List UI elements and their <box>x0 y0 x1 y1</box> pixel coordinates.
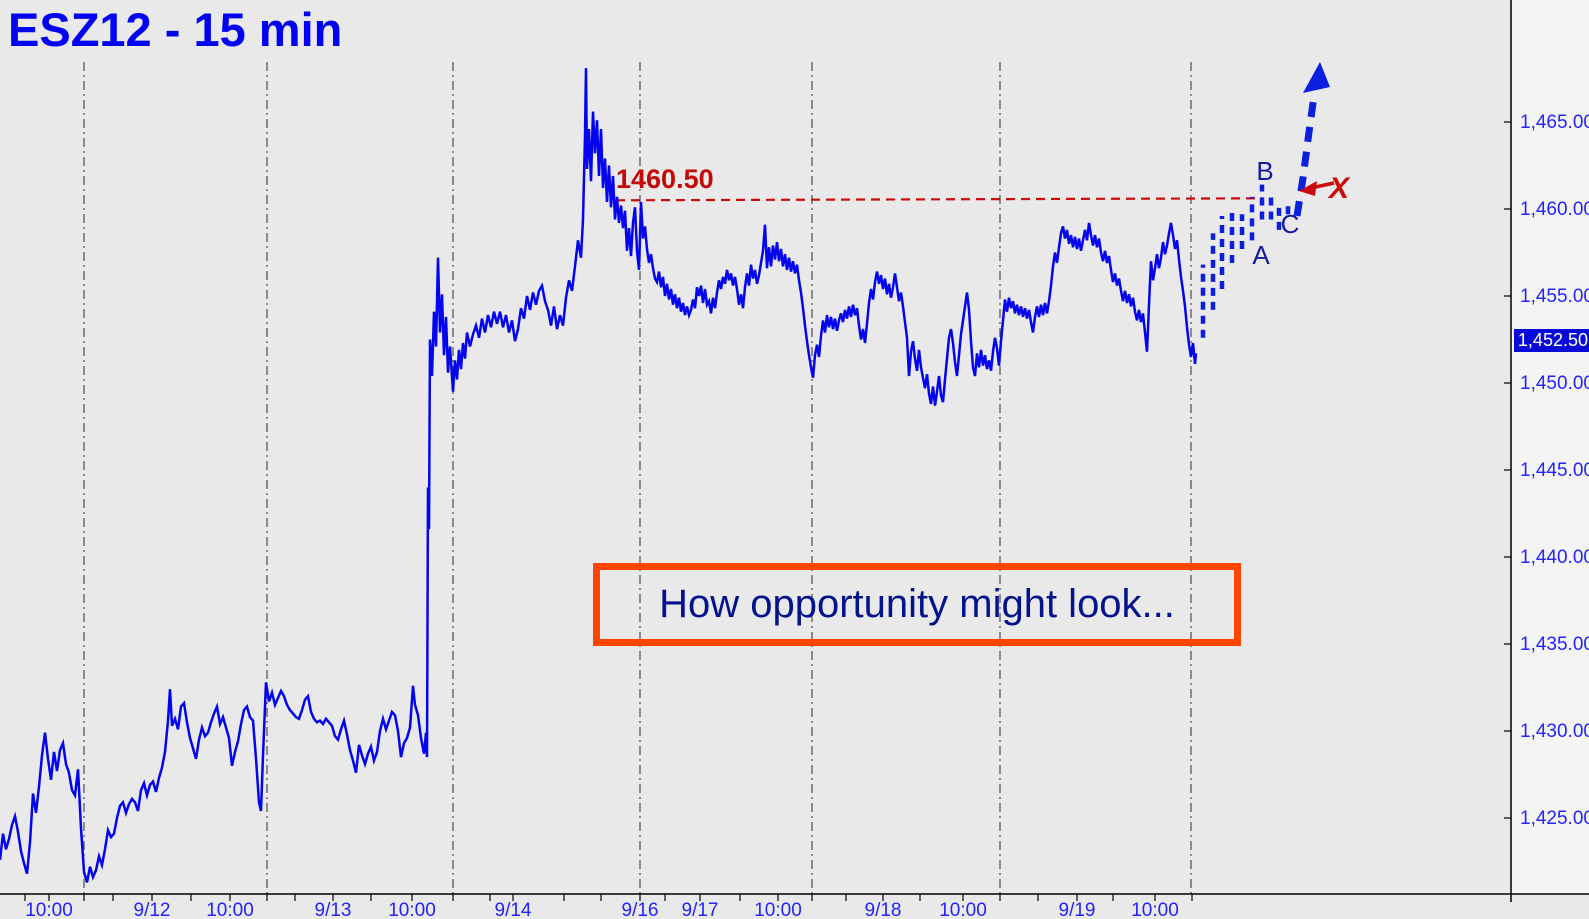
last-price-badge: 1,452.50 <box>1514 329 1589 352</box>
x-axis-label: 10:00 <box>206 900 254 919</box>
y-axis-label: 1,445.00 <box>1520 460 1589 481</box>
price-series <box>0 68 1198 883</box>
x-axis-label: 9/14 <box>495 900 532 919</box>
x-axis-label: 9/19 <box>1059 900 1096 919</box>
y-axis-label: 1,450.00 <box>1520 373 1589 394</box>
wave-label-c: C <box>1281 209 1300 239</box>
wave-label-a: A <box>1252 240 1270 270</box>
red-pointer-arrowhead <box>1299 181 1317 196</box>
blue-trend-arrowhead <box>1303 62 1330 93</box>
y-axis-label: 1,455.00 <box>1520 286 1589 307</box>
blue-trend-arrow <box>1293 95 1318 217</box>
x-axis-label: 10:00 <box>939 900 987 919</box>
x-axis-label: 9/12 <box>134 900 171 919</box>
axis-margin-panel <box>1512 0 1589 894</box>
red-level-label: 1460.50 <box>616 164 714 194</box>
red-dashed-level-line <box>615 197 1264 202</box>
y-axis-label: 1,425.00 <box>1520 808 1589 829</box>
y-axis-label: 1,465.00 <box>1520 112 1589 133</box>
x-axis-label: 10:00 <box>25 900 73 919</box>
x-axis-label: 9/16 <box>622 900 659 919</box>
x-axis-label: 9/18 <box>865 900 902 919</box>
wave-label-b: B <box>1256 156 1273 186</box>
x-axis-label: 9/17 <box>682 900 719 919</box>
y-axis-label: 1,435.00 <box>1520 634 1589 655</box>
x-axis-label: 10:00 <box>754 900 802 919</box>
chart-title: ESZ12 - 15 min <box>8 3 343 56</box>
y-axis-label: 1,440.00 <box>1520 547 1589 568</box>
y-axis-label: 1,430.00 <box>1520 721 1589 742</box>
x-axis-label: 10:00 <box>1131 900 1179 919</box>
opportunity-annotation-text: How opportunity might look... <box>659 582 1175 626</box>
opportunity-annotation-box: How opportunity might look... <box>593 563 1241 646</box>
x-axis-label: 10:00 <box>388 900 436 919</box>
x-marker-label: X <box>1327 172 1351 205</box>
y-axis-label: 1,460.00 <box>1520 199 1589 220</box>
x-axis-label: 9/13 <box>315 900 352 919</box>
